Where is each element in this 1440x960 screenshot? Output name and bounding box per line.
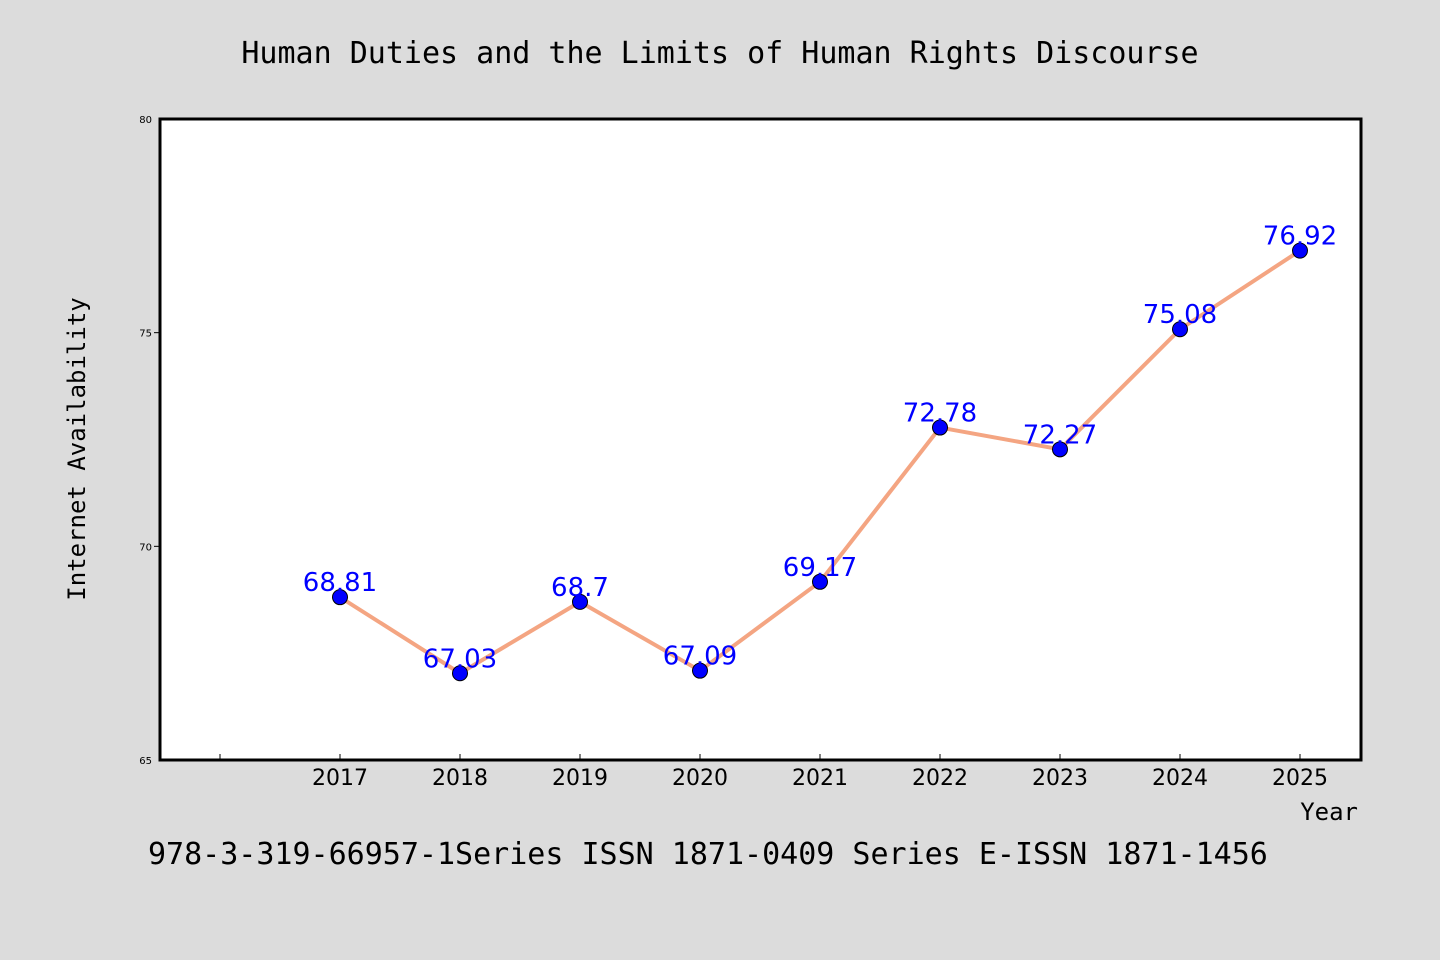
x-tick-label: 2020 bbox=[672, 766, 728, 791]
y-tick-label: 75 bbox=[139, 329, 152, 340]
y-axis-label: Internet Availability bbox=[63, 297, 91, 600]
plot-area bbox=[158, 117, 1363, 762]
data-point bbox=[692, 662, 708, 679]
data-point bbox=[1292, 242, 1308, 259]
y-tick-label: 80 bbox=[139, 115, 152, 126]
x-tick-label: 2019 bbox=[552, 766, 608, 791]
data-label: 72.78 bbox=[903, 399, 977, 429]
footer-identifier: 978-3-319-66957-1Series ISSN 1871-0409 S… bbox=[148, 837, 1268, 872]
data-point bbox=[1172, 321, 1188, 338]
data-label: 68.81 bbox=[303, 568, 377, 598]
x-axis-label: Year bbox=[1300, 798, 1358, 826]
x-axis: 2017 2018 2019 2020 2021 2022 2023 2024 2025 bbox=[219, 754, 1328, 791]
data-point bbox=[932, 419, 948, 436]
data-point bbox=[812, 573, 828, 590]
data-label: 72.27 bbox=[1023, 420, 1097, 450]
x-tick-label: 2025 bbox=[1272, 766, 1328, 791]
data-label-group: 68.81 67.03 68.7 67.09 69.17 72.78 72.27 75.08 7… bbox=[303, 222, 1337, 675]
data-label: 75.08 bbox=[1143, 300, 1217, 330]
y-tick-label: 70 bbox=[139, 542, 152, 553]
data-point-group bbox=[332, 242, 1308, 682]
data-point bbox=[332, 589, 348, 606]
x-tick-label: 2024 bbox=[1152, 766, 1208, 791]
chart-title: Human Duties and the Limits of Human Rig… bbox=[241, 36, 1198, 71]
data-point bbox=[1052, 441, 1068, 458]
data-point bbox=[572, 593, 588, 610]
y-axis: 65 70 75 80 bbox=[139, 115, 160, 767]
data-label: 67.03 bbox=[423, 644, 497, 674]
x-tick-label: 2017 bbox=[312, 766, 368, 791]
x-tick-label: 2018 bbox=[432, 766, 488, 791]
data-label: 69.17 bbox=[783, 553, 857, 583]
y-tick-label: 65 bbox=[139, 756, 152, 767]
data-label: 68.7 bbox=[551, 573, 609, 603]
data-label: 67.09 bbox=[663, 642, 737, 672]
x-tick-label: 2023 bbox=[1032, 766, 1088, 791]
data-label: 76.92 bbox=[1263, 222, 1337, 252]
data-point bbox=[452, 665, 468, 682]
x-tick-label: 2022 bbox=[912, 766, 968, 791]
x-tick-label: 2021 bbox=[792, 766, 848, 791]
